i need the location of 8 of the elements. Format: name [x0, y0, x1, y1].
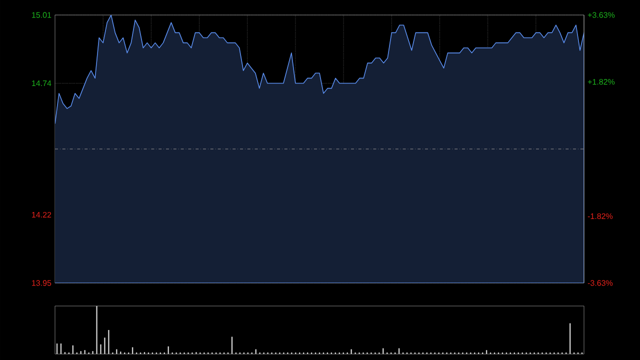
y-tick-label: 14.22: [32, 212, 52, 218]
y-tick-label: 14.74: [32, 80, 52, 86]
y-tick-label: 13.95: [32, 280, 52, 286]
y2-tick-label: -1.82%: [588, 213, 613, 220]
y2-tick-label: -3.63%: [588, 280, 613, 286]
y-tick-label: 15.01: [32, 12, 52, 18]
y2-tick-label: +1.82%: [588, 78, 615, 85]
y2-tick-label: +3.63%: [588, 12, 615, 18]
